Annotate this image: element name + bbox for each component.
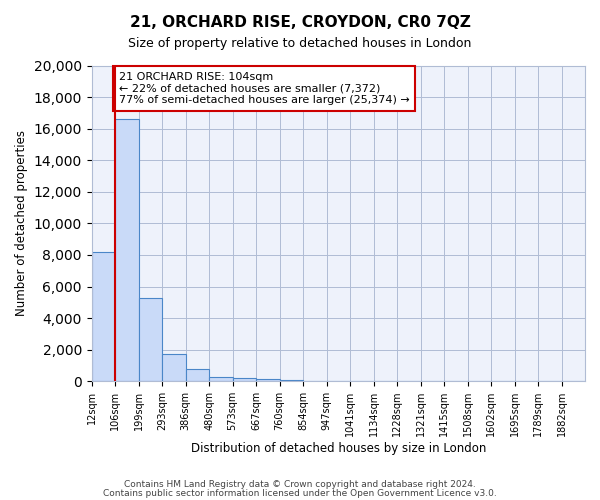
Bar <box>256 379 280 381</box>
Bar <box>92 252 115 381</box>
Text: 21 ORCHARD RISE: 104sqm
← 22% of detached houses are smaller (7,372)
77% of semi: 21 ORCHARD RISE: 104sqm ← 22% of detache… <box>119 72 409 105</box>
Text: 21, ORCHARD RISE, CROYDON, CR0 7QZ: 21, ORCHARD RISE, CROYDON, CR0 7QZ <box>130 15 470 30</box>
Text: Contains HM Land Registry data © Crown copyright and database right 2024.: Contains HM Land Registry data © Crown c… <box>124 480 476 489</box>
Bar <box>209 377 233 381</box>
Text: Size of property relative to detached houses in London: Size of property relative to detached ho… <box>128 38 472 51</box>
Bar <box>185 370 209 381</box>
Bar <box>280 380 303 381</box>
Bar <box>115 119 139 381</box>
Bar <box>233 378 256 381</box>
Bar <box>162 354 185 381</box>
X-axis label: Distribution of detached houses by size in London: Distribution of detached houses by size … <box>191 442 486 455</box>
Text: Contains public sector information licensed under the Open Government Licence v3: Contains public sector information licen… <box>103 488 497 498</box>
Bar <box>139 298 162 381</box>
Y-axis label: Number of detached properties: Number of detached properties <box>15 130 28 316</box>
